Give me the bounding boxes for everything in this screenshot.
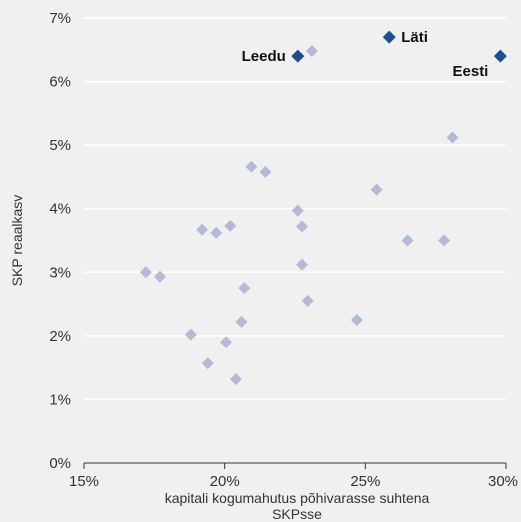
point-label: Eesti [453, 63, 489, 80]
point-label: Läti [401, 29, 428, 46]
highlighted-data-point [382, 30, 396, 44]
data-point [210, 226, 223, 239]
y-tick-label: 7% [49, 10, 71, 27]
point-labels: Leedu Läti Eesti [242, 29, 489, 80]
data-point [301, 294, 314, 307]
point-label: Leedu [242, 48, 286, 65]
data-point [153, 270, 166, 283]
data-point [296, 220, 309, 233]
data-point [196, 223, 209, 236]
data-points [139, 30, 507, 386]
data-point [401, 234, 414, 247]
x-tick-label: 30% [488, 473, 518, 490]
data-point [370, 183, 383, 196]
data-point [291, 204, 304, 217]
axes: 0% 1% 2% 3% 4% 5% 6% 7% 15% 20% 25% 30% [49, 10, 518, 490]
gridlines [84, 17, 506, 401]
y-tick-label: 3% [49, 264, 71, 281]
x-tick-label: 20% [210, 473, 240, 490]
x-tick-label: 15% [69, 473, 99, 490]
data-point [220, 336, 233, 349]
data-point [305, 45, 318, 58]
data-point [235, 315, 248, 328]
data-point [139, 266, 152, 279]
data-point [259, 165, 272, 178]
y-tick-label: 1% [49, 391, 71, 408]
data-point [446, 131, 459, 144]
y-tick-label: 5% [49, 137, 71, 154]
data-point [224, 219, 237, 232]
data-point [184, 328, 197, 341]
data-point [245, 160, 258, 173]
highlighted-data-point [493, 49, 507, 63]
y-tick-label: 6% [49, 74, 71, 91]
y-tick-label: 4% [49, 201, 71, 218]
data-point [350, 313, 363, 326]
x-tick-label: 25% [350, 473, 380, 490]
data-point [229, 373, 242, 386]
y-tick-label: 2% [49, 328, 71, 345]
data-point [296, 258, 309, 271]
y-axis-title: SKP reaalkasv [9, 195, 25, 287]
y-tick-label: 0% [49, 455, 71, 472]
data-point [201, 357, 214, 370]
data-point [438, 234, 451, 247]
data-point [238, 282, 251, 295]
x-axis-title: kapitali kogumahutus põhivarasse suhtena… [165, 490, 430, 522]
highlighted-data-point [291, 49, 305, 63]
